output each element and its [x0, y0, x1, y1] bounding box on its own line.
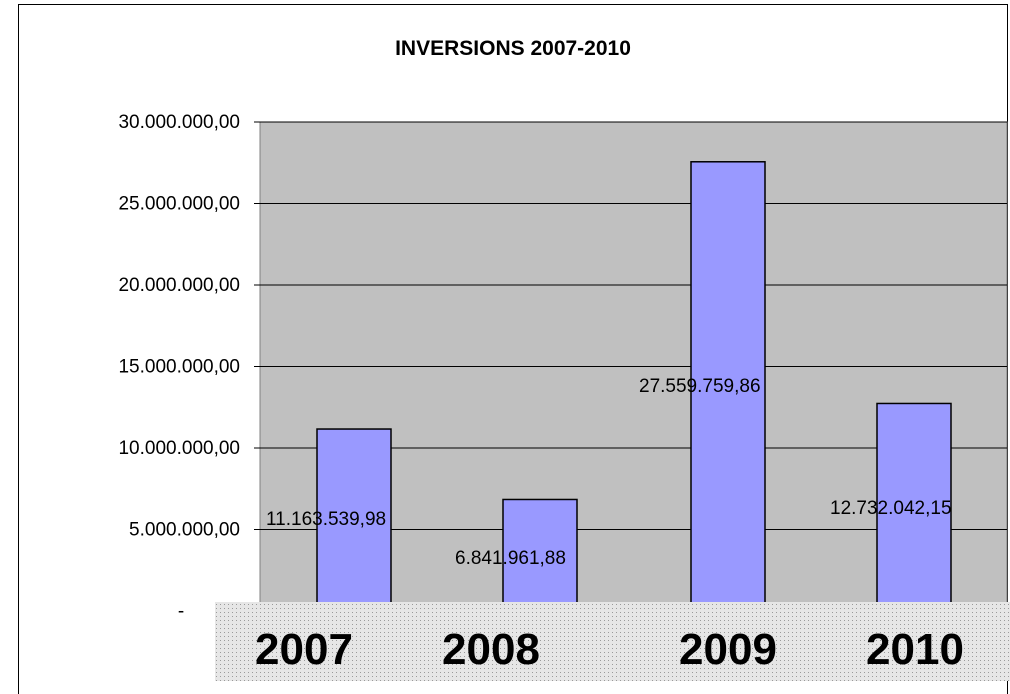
y-axis-tick-labels: - 5.000.000,00 10.000.000,00 15.000.000,00 2…	[118, 112, 260, 622]
bar-2009	[690, 161, 766, 612]
y-tick-label: 25.000.000,00	[118, 194, 240, 215]
category-labels: 2007 2008 2009 2010	[255, 625, 964, 674]
bar-2007	[316, 428, 392, 612]
data-label-2010: 12.732.042,15	[830, 498, 952, 519]
data-label-2007: 11.163.539,98	[266, 509, 386, 530]
category-label-2009: 2009	[679, 625, 777, 674]
y-tick-label: 30.000.000,00	[118, 112, 240, 133]
bar-2008	[502, 498, 578, 612]
category-label-2010: 2010	[866, 625, 964, 674]
category-label-2007: 2007	[255, 625, 353, 674]
y-tick-label: 20.000.000,00	[118, 275, 240, 296]
y-tick-label: -	[178, 601, 184, 622]
bar-2010	[876, 402, 952, 612]
category-label-2008: 2008	[442, 625, 540, 674]
chart-title: INVERSIONS 2007-2010	[395, 37, 631, 60]
y-tick-label: 10.000.000,00	[118, 438, 240, 459]
category-axis-band	[215, 602, 1010, 681]
y-tick-label: 5.000.000,00	[129, 520, 240, 541]
data-labels: 11.163.539,98 6.841.961,88 27.559.759,86 12…	[266, 376, 952, 569]
data-label-2009: 27.559.759,86	[639, 376, 761, 397]
y-tick-label: 15.000.000,00	[118, 357, 240, 378]
data-label-2008: 6.841.961,88	[455, 548, 566, 569]
bars	[316, 161, 952, 612]
